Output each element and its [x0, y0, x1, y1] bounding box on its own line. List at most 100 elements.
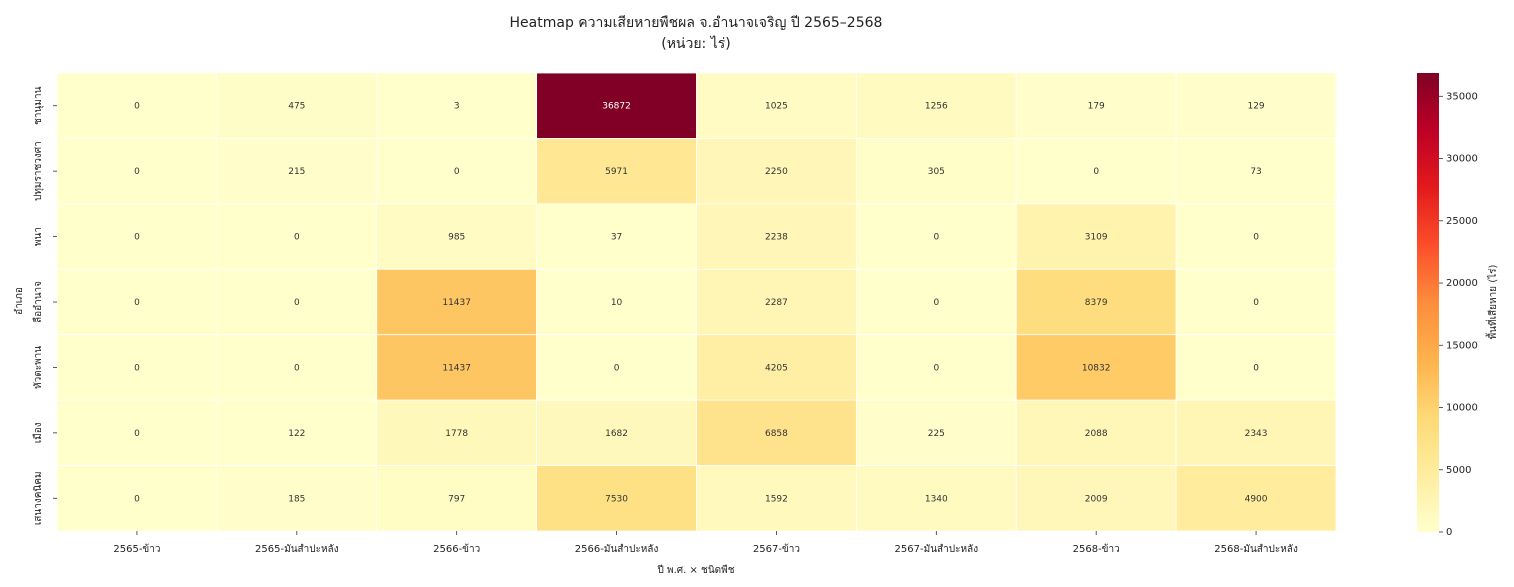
x-tick-label: 2565-ข้าว	[113, 543, 160, 555]
colorbar	[1417, 73, 1439, 532]
cell-value-label: 36872	[602, 102, 631, 112]
cell-value-label: 0	[933, 298, 939, 308]
y-tick-label: ปทุมราชวงศา	[33, 141, 44, 201]
cell-value-label: 0	[134, 298, 140, 308]
colorbar-tick-label: 10000	[1446, 403, 1478, 414]
cell-value-label: 0	[1093, 167, 1099, 177]
heatmap-cell	[376, 268, 538, 336]
chart-subtitle: (หน่วย: ไร่)	[661, 35, 731, 52]
cell-value-label: 0	[933, 233, 939, 243]
cell-value-label: 3109	[1085, 233, 1108, 243]
cell-value-label: 122	[288, 429, 305, 439]
cell-value-label: 797	[448, 494, 465, 504]
y-tick-label: ชานุมาน	[33, 86, 44, 124]
cell-value-label: 8379	[1085, 298, 1108, 308]
x-tick-label: 2568-ข้าว	[1073, 543, 1120, 555]
cell-value-label: 1340	[925, 494, 948, 504]
cell-value-label: 6858	[765, 429, 788, 439]
cell-value-label: 10832	[1082, 363, 1111, 373]
heatmap-cell	[1175, 138, 1337, 205]
heatmap-cell	[376, 399, 538, 466]
cell-value-label: 0	[134, 102, 140, 112]
cell-value-label: 1025	[765, 102, 788, 112]
y-axis-label: อำเภอ	[14, 287, 25, 315]
heatmap-cell	[1015, 334, 1177, 401]
heatmap-cell	[696, 465, 857, 532]
x-tick-label: 2567-ข้าว	[753, 543, 800, 555]
colorbar-tick-label: 15000	[1446, 340, 1478, 351]
heatmap-cell	[1175, 72, 1337, 139]
cell-value-label: 475	[288, 102, 305, 112]
cell-value-label: 179	[1088, 102, 1105, 112]
y-axis-ticks: ชานุมานปทุมราชวงศาพนาลืออำนาจหัวตะพานเมื…	[32, 86, 57, 525]
cell-value-label: 0	[294, 363, 300, 373]
cell-value-label: 0	[134, 363, 140, 373]
cell-value-label: 4205	[765, 363, 788, 373]
heatmap-cell	[376, 334, 538, 401]
cell-value-label: 305	[928, 167, 945, 177]
cell-value-label: 985	[448, 233, 465, 243]
cell-value-label: 1778	[445, 429, 468, 439]
cell-value-label: 0	[933, 363, 939, 373]
colorbar-tick-label: 30000	[1446, 154, 1478, 165]
heatmap-cell	[1015, 268, 1177, 336]
cell-value-label: 225	[928, 429, 945, 439]
cell-value-label: 1256	[925, 102, 948, 112]
colorbar-ticks: 0 5000 10000 15000 20000 25000 30000 35000	[1439, 91, 1478, 538]
y-tick-label: พนา	[33, 227, 44, 246]
heatmap-cell	[696, 268, 857, 336]
cell-value-label: 1682	[605, 429, 628, 439]
heatmap-cell	[696, 399, 857, 466]
heatmap-cell	[1175, 334, 1337, 401]
heatmap-cell	[536, 268, 697, 336]
cell-value-label: 0	[614, 363, 620, 373]
heatmap-cell	[1175, 203, 1337, 270]
cell-value-label: 5971	[605, 167, 628, 177]
heatmap-cell	[855, 465, 1017, 532]
heatmap-cell	[696, 138, 857, 205]
cell-value-label: 2250	[765, 167, 788, 177]
heatmap-cell	[216, 399, 378, 466]
heatmap-cell	[855, 138, 1017, 205]
heatmap-cell	[376, 72, 538, 139]
cell-value-label: 0	[134, 429, 140, 439]
cell-value-label: 0	[294, 233, 300, 243]
heatmap-cell	[855, 72, 1017, 139]
heatmap-cell	[1175, 465, 1337, 532]
heatmap-cell	[536, 138, 697, 205]
cell-value-label: 0	[134, 494, 140, 504]
heatmap-cell	[216, 138, 378, 205]
x-tick-label: 2566-มันสำปะหลัง	[575, 544, 659, 555]
heatmap-cell	[696, 72, 857, 139]
heatmap-cell	[216, 72, 378, 139]
cell-value-label: 11437	[442, 363, 471, 373]
x-tick-label: 2566-ข้าว	[433, 543, 480, 555]
heatmap-cell	[376, 203, 538, 270]
x-tick-label: 2567-มันสำปะหลัง	[895, 544, 979, 555]
heatmap-cell	[1015, 399, 1177, 466]
heatmap-cell	[216, 203, 378, 270]
colorbar-tick-label: 25000	[1446, 216, 1478, 227]
cell-value-label: 2343	[1245, 429, 1268, 439]
colorbar-tick-label: 0	[1446, 527, 1452, 538]
heatmap-cell	[855, 399, 1017, 466]
x-tick-label: 2568-มันสำปะหลัง	[1214, 544, 1298, 555]
heatmap-cell	[536, 72, 697, 139]
colorbar-tick-label: 5000	[1446, 465, 1471, 476]
colorbar-tick-label: 20000	[1446, 278, 1478, 289]
cell-value-label: 2287	[765, 298, 788, 308]
heatmap-cell	[855, 334, 1017, 401]
heatmap-cell	[1015, 203, 1177, 270]
y-tick-label: เสนางคนิคม	[33, 471, 44, 525]
heatmap-cell	[696, 334, 857, 401]
heatmap-cell	[56, 268, 218, 336]
colorbar-tick-label: 35000	[1446, 91, 1478, 102]
cell-value-label: 4900	[1245, 494, 1268, 504]
heatmap-cell	[1015, 138, 1177, 205]
cell-value-label: 0	[1253, 233, 1259, 243]
heatmap-cell	[216, 465, 378, 532]
cell-value-label: 129	[1247, 102, 1264, 112]
heatmap-cell	[1015, 465, 1177, 532]
